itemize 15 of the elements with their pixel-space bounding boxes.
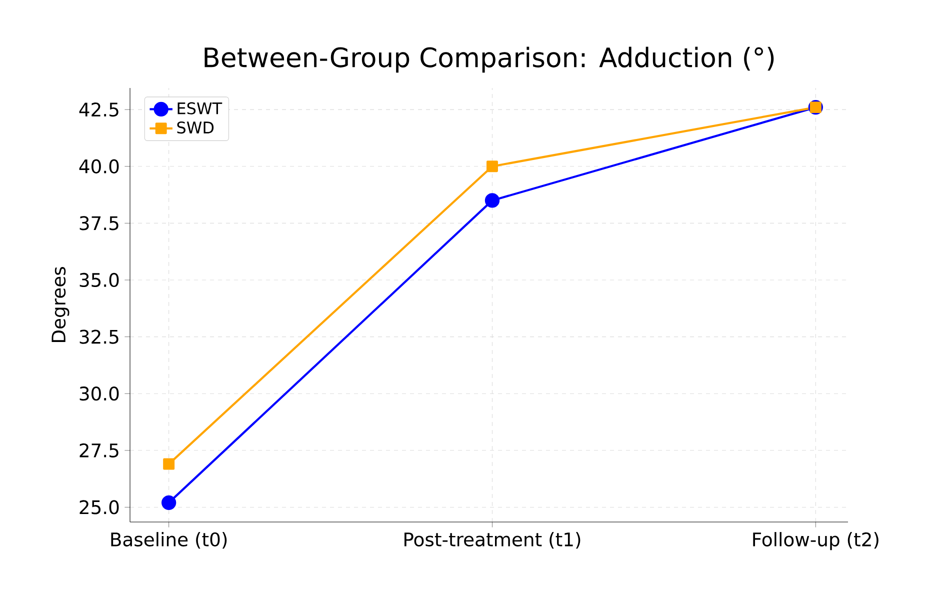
x-tick-label: Follow-up (t2): [753, 532, 878, 550]
y-tick-label: 35.0: [80, 272, 119, 288]
chart-title: Between-Group Comparison: Adduction (°): [204, 46, 774, 73]
legend-label: ESWT: [178, 102, 222, 114]
legend-label: SWD: [177, 121, 214, 134]
y-tick-label: 37.5: [80, 216, 118, 230]
y-axis-title: Degrees: [52, 267, 70, 342]
y-tick-label: 27.5: [80, 443, 118, 458]
y-tick-label: 30.0: [80, 386, 119, 401]
x-tick-label: Baseline (t0): [111, 532, 227, 549]
x-tick-label: Post-treatment (t1): [404, 532, 580, 549]
y-tick-label: 42.5: [79, 102, 118, 117]
y-tick-label: 40.0: [79, 159, 119, 174]
y-tick-label: 25.0: [80, 500, 119, 514]
y-tick-label: 32.5: [80, 330, 118, 344]
